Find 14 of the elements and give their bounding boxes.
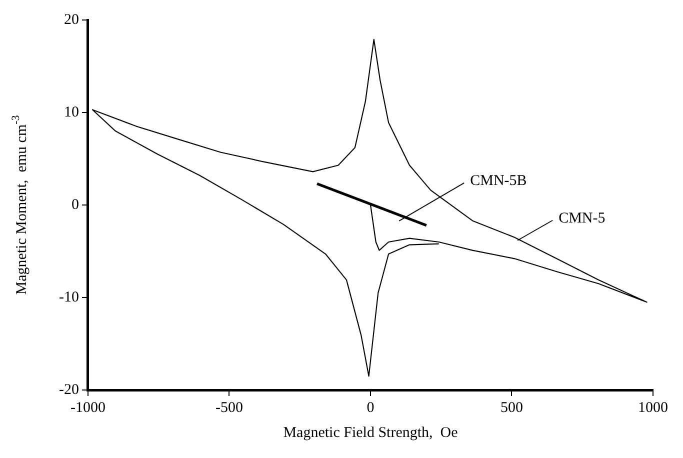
x-axis-title: Magnetic Field Strength, Oe	[283, 424, 458, 441]
y-tick-label: -20	[58, 382, 79, 398]
x-tick-label: 0	[366, 400, 374, 416]
y-axis-title: Magnetic Moment, emu cm-3	[10, 114, 30, 295]
y-tick-label: 0	[71, 196, 79, 213]
y-tick-label: 10	[64, 104, 79, 120]
y-tick-label: 20	[64, 12, 79, 28]
x-tick-label: 1000	[638, 400, 668, 416]
text: CMN-5B	[470, 172, 527, 189]
series-label: CMN-5	[558, 210, 606, 226]
x-tick-label: -500	[215, 400, 243, 416]
x-tick-label: -1000	[70, 400, 106, 416]
y-tick-label: -10	[58, 289, 79, 306]
x-tick-label: 500	[500, 400, 523, 416]
